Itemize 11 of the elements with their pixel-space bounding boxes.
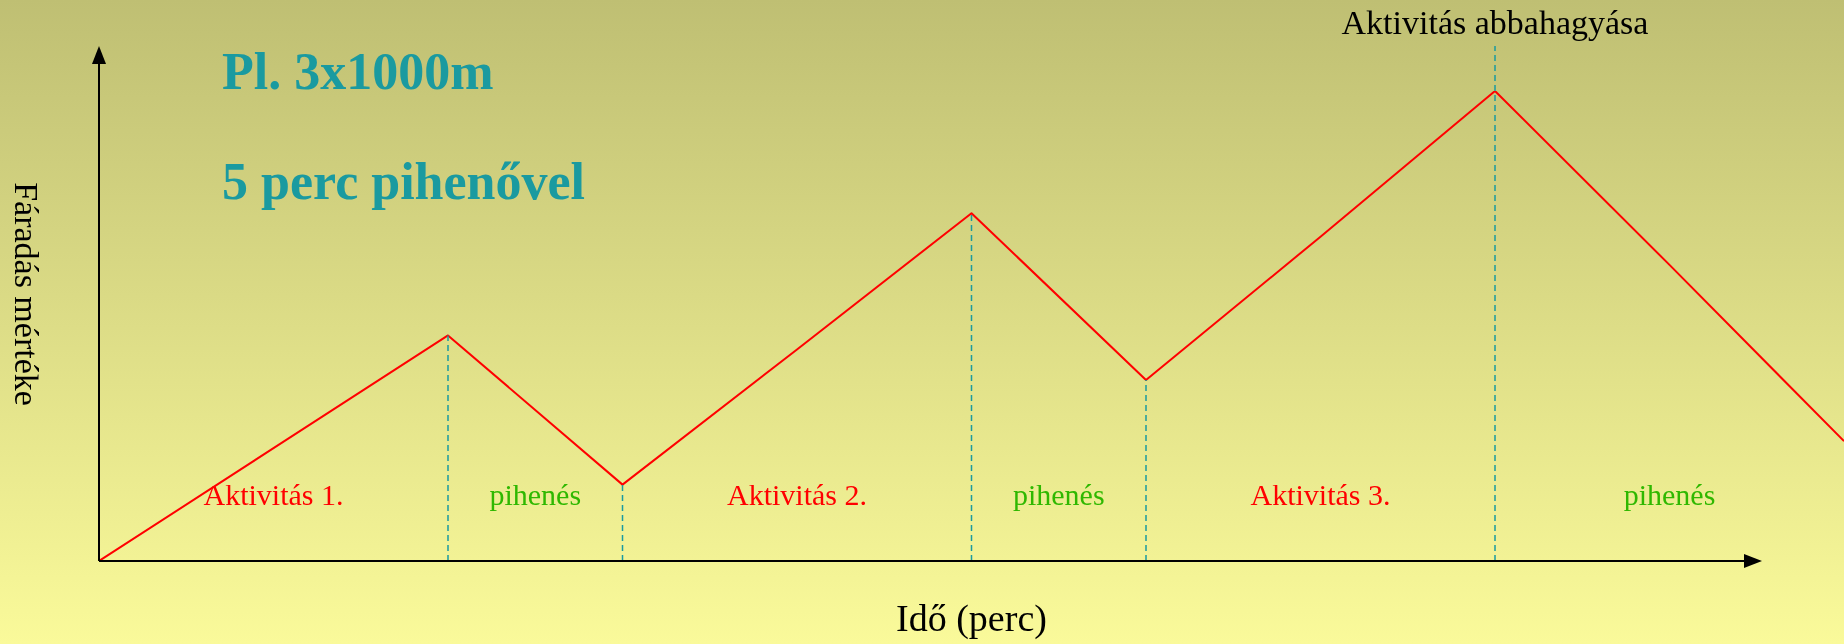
chart-title: Pl. 3x1000m [222, 42, 494, 101]
annotation: Aktivitás 1. [202, 478, 345, 512]
x-axis-title: Idő (perc) [895, 596, 1048, 640]
annotation: Aktivitás 2. [726, 478, 868, 512]
text: 5 perc pihenővel [222, 152, 586, 211]
annotation: Aktivitás 3. [1249, 478, 1392, 512]
y-axis-title: Fáradás mértéke [7, 182, 45, 406]
annotation: pihenés [1011, 478, 1106, 512]
text: Aktivitás abbahagyása [1340, 4, 1650, 42]
annotation: pihenés [488, 478, 583, 512]
annotation: pihenés [1622, 478, 1717, 512]
